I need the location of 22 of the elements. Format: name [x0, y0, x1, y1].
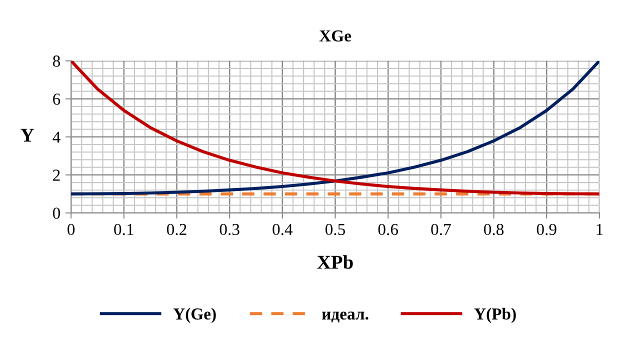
x-tick-label: 0.1: [114, 224, 134, 236]
x-tick-label: 0.2: [166, 224, 186, 236]
y-tick-label: 4: [52, 132, 60, 143]
x-tick-label: 0.3: [220, 224, 240, 236]
x-axis-title: XPb: [317, 255, 353, 269]
x-tick-label: 0: [68, 224, 75, 236]
x-tick-label: 0.7: [431, 224, 451, 236]
chart-title: XGe: [319, 30, 352, 42]
y-tick-label: 8: [52, 56, 60, 67]
x-tick-label: 0.8: [484, 224, 504, 236]
legend-label: Y(Pb): [474, 308, 516, 323]
y-tick-label: 2: [53, 170, 60, 181]
y-axis-title: Y: [20, 128, 34, 142]
x-tick-label: 0.6: [378, 224, 398, 236]
legend-label: идеал.: [322, 312, 368, 322]
x-tick-label: 1: [596, 224, 603, 235]
y-tick-label: 0: [52, 208, 60, 219]
x-tick-label: 0.4: [272, 224, 293, 236]
x-tick-label: 0.9: [536, 224, 556, 236]
x-tick-label: 0.5: [325, 224, 346, 236]
y-tick-label: 6: [53, 94, 60, 105]
legend-label: Y(Ge): [173, 308, 216, 323]
